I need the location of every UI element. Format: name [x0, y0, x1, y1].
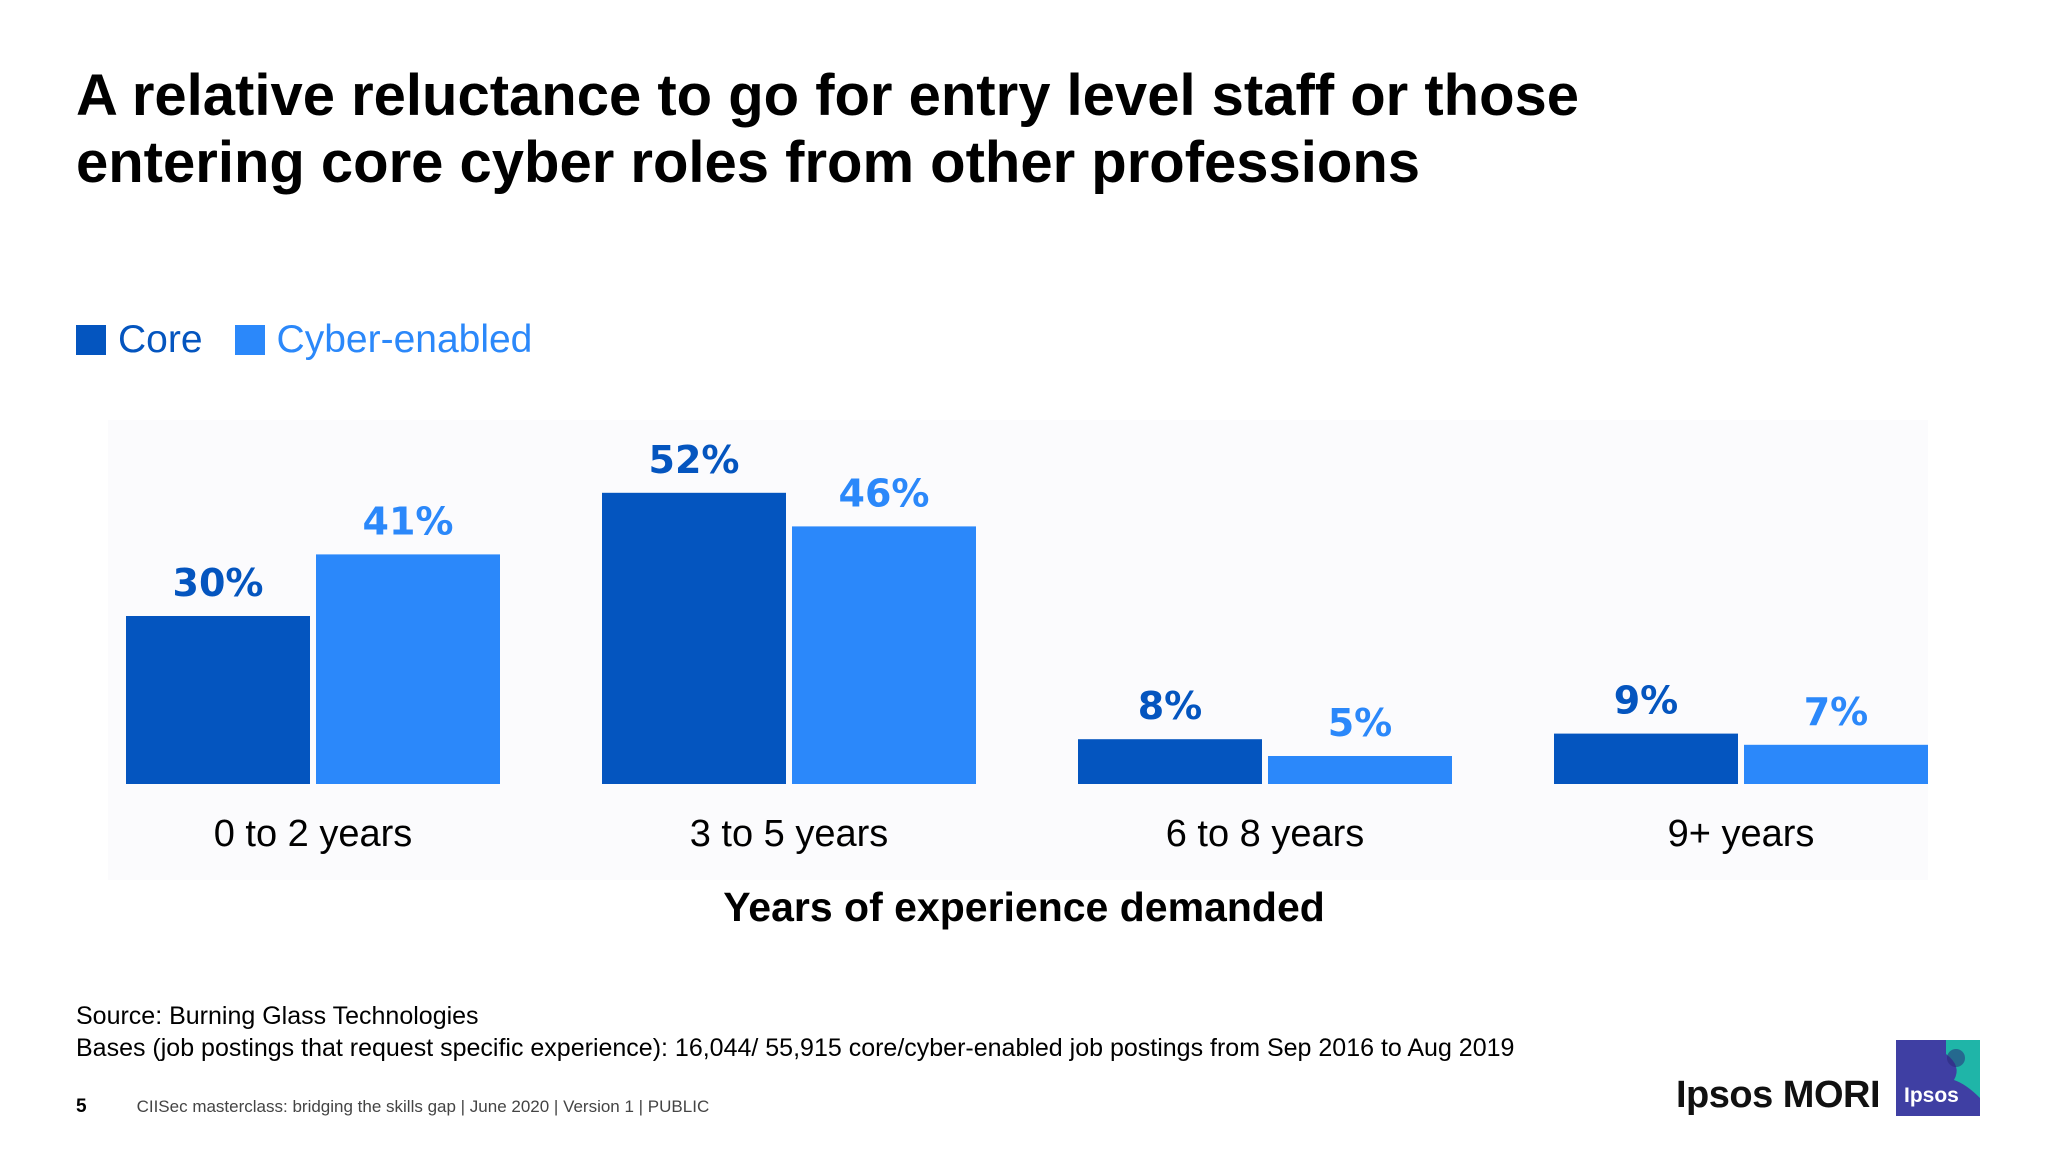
legend-swatch-cyber-enabled — [234, 325, 265, 355]
ipsos-logo-icon: Ipsos — [1896, 1040, 1980, 1116]
bar-cyber-enabled-3 — [1744, 744, 1928, 784]
legend-label-cyber-enabled: Cyber-enabled — [276, 318, 533, 361]
x-tick-label-3: 9+ years — [1668, 813, 1815, 855]
legend-label-core: Core — [118, 318, 203, 361]
chart-legend: Core Cyber-enabled — [76, 318, 564, 362]
slide-title-line-1: A relative reluctance to go for entry le… — [76, 63, 1580, 128]
bar-core-1 — [602, 492, 786, 784]
data-label-cyber-enabled-3: 7% — [1804, 690, 1869, 734]
legend-swatch-core — [76, 325, 106, 355]
x-axis-title: Years of experience demanded — [723, 884, 1325, 930]
bases-line: Bases (job postings that request specifi… — [76, 1034, 1515, 1062]
bar-cyber-enabled-0 — [316, 554, 500, 784]
data-label-core-0: 30% — [173, 561, 264, 605]
data-label-core-3: 9% — [1614, 679, 1679, 723]
bar-cyber-enabled-2 — [1268, 756, 1452, 784]
data-label-cyber-enabled-0: 41% — [363, 499, 454, 543]
bar-core-0 — [126, 616, 310, 784]
logo-text: Ipsos — [1904, 1084, 1959, 1107]
slide-title: A relative reluctance to go for entry le… — [76, 62, 1876, 196]
data-label-core-2: 8% — [1138, 684, 1203, 728]
data-label-cyber-enabled-2: 5% — [1328, 701, 1393, 745]
x-tick-label-0: 0 to 2 years — [214, 813, 413, 855]
bar-core-2 — [1078, 739, 1262, 784]
footer-text: CIISec masterclass: bridging the skills … — [136, 1097, 710, 1116]
legend-item-cyber-enabled: Cyber-enabled — [234, 318, 533, 362]
slide-title-line-2: entering core cyber roles from other pro… — [76, 130, 1421, 195]
ipsos-mori-wordmark: Ipsos MORI — [1676, 1074, 1881, 1116]
data-label-core-1: 52% — [649, 438, 740, 482]
bar-core-3 — [1554, 733, 1738, 784]
page-number: 5 — [76, 1096, 87, 1117]
data-label-cyber-enabled-1: 46% — [839, 471, 930, 515]
footer: 5 CIISec masterclass: bridging the skill… — [76, 1096, 709, 1118]
source-note: Source: Burning Glass Technologies Bases… — [76, 1000, 1514, 1064]
bar-chart: 30% 41% 0 to 2 years 52% 46% 3 to 5 years 8% 5%… — [126, 437, 1928, 855]
source-line: Source: Burning Glass Technologies — [76, 1002, 479, 1030]
x-tick-label-1: 3 to 5 years — [690, 813, 889, 855]
legend-item-core: Core — [76, 318, 203, 362]
x-tick-label-2: 6 to 8 years — [1166, 813, 1365, 855]
bar-cyber-enabled-1 — [792, 526, 976, 784]
